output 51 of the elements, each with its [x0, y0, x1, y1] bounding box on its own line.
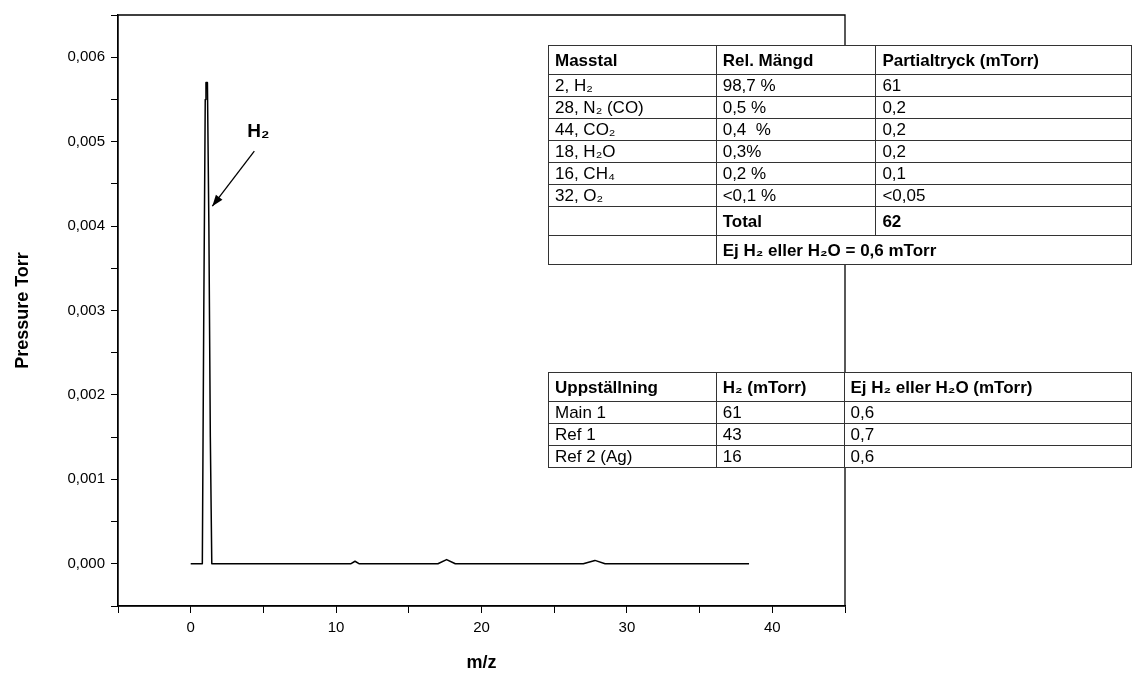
y-tick-label: 0,000	[67, 553, 105, 571]
annotation: 2, H₂	[548, 74, 717, 97]
annotation: 16	[716, 445, 845, 468]
x-tick-label: 30	[618, 618, 636, 636]
annotation: 16, CH₄	[548, 162, 717, 185]
annotation: Total	[716, 206, 876, 236]
y-tick-label: 0,006	[67, 47, 105, 65]
annotation: 44, CO₂	[548, 118, 717, 141]
annotation: Rel. Mängd	[716, 45, 876, 75]
x-axis-title: m/z	[466, 652, 497, 673]
text: 0,2	[882, 120, 907, 139]
text: 0,7	[850, 425, 875, 444]
annotation: <0,1 %	[716, 184, 876, 207]
annotation: 28, N₂ (CO)	[548, 96, 717, 119]
x-tick-label: 10	[327, 618, 345, 636]
x-tick-label: 40	[763, 618, 781, 636]
annotation: Masstal	[548, 45, 717, 75]
annotation: Uppställning	[548, 372, 717, 402]
y-axis-title: Pressure Torr	[11, 252, 32, 369]
text: 0,6	[850, 403, 875, 422]
text: 0,1	[882, 164, 907, 183]
y-tick-label: 0,005	[67, 131, 105, 149]
text: <0,05	[882, 186, 926, 205]
annotation: 98,7 %	[716, 74, 876, 97]
text: 61	[882, 76, 902, 95]
text: Ej H₂ eller H₂O (mTorr)	[850, 377, 1033, 397]
annotation: 61	[716, 401, 845, 424]
text: 0,6	[850, 447, 875, 466]
annotation: 43	[716, 423, 845, 446]
annotation: 0,4 %	[716, 118, 876, 141]
annotation: Ref 1	[548, 423, 717, 446]
annotation: H₂ (mTorr)	[716, 372, 845, 402]
x-tick-label: 20	[473, 618, 490, 636]
annotation: 0,2 %	[716, 162, 876, 185]
annotation: 0,3%	[716, 140, 876, 163]
annotation: H₂	[247, 119, 270, 141]
annotation: 0,5 %	[716, 96, 876, 119]
text: Partialtryck (mTorr)	[882, 50, 1039, 70]
annotation: 32, O₂	[548, 184, 717, 207]
text: 0,2	[882, 98, 907, 117]
annotation: Ref 2 (Ag)	[548, 445, 717, 468]
annotation: Ej H₂ eller H₂O = 0,6 mTorr	[716, 235, 1132, 265]
y-tick-label: 0,001	[67, 469, 105, 487]
text: 62	[882, 211, 902, 231]
y-tick-label: 0,002	[67, 385, 105, 403]
y-tick-label: 0,003	[67, 300, 105, 318]
annotation: Main 1	[548, 401, 717, 424]
x-tick-label: 0	[186, 618, 195, 636]
annotation: 18, H₂O	[548, 140, 717, 163]
text: 0,2	[882, 142, 907, 161]
y-tick-label: 0,004	[67, 216, 105, 234]
